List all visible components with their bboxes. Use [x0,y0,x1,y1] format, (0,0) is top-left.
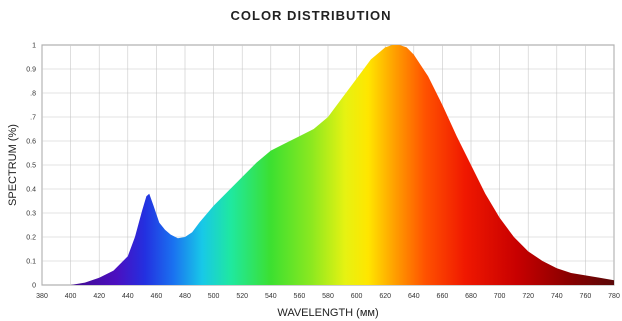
x-tick-label: 640 [408,293,420,300]
x-tick-label: 780 [608,293,620,300]
y-tick-label: .7 [30,115,36,122]
x-axis-label: WAVELENGTH (мм) [277,307,378,319]
x-tick-label: 520 [236,293,248,300]
x-tick-label: 760 [580,293,592,300]
x-tick-label: 540 [265,293,277,300]
x-tick-label: 700 [494,293,506,300]
y-tick-label: 0.1 [26,259,36,266]
x-tick-label: 380 [36,293,48,300]
y-tick-label: 0.4 [26,187,36,194]
x-tick-label: 440 [122,293,134,300]
x-tick-label: 400 [65,293,77,300]
x-tick-label: 580 [322,293,334,300]
x-tick-label: 480 [179,293,191,300]
chart-title: COLOR DISTRIBUTION [230,8,392,23]
x-tick-label: 680 [465,293,477,300]
x-tick-label: 740 [551,293,563,300]
y-tick-label: 0.6 [26,139,36,146]
y-tick-label: 0.5 [26,163,36,170]
x-tick-label: 720 [522,293,534,300]
x-tick-label: 500 [208,293,220,300]
x-tick-label: 460 [151,293,163,300]
y-tick-label: .8 [30,91,36,98]
y-tick-label: 0.2 [26,235,36,242]
x-tick-label: 620 [379,293,391,300]
y-tick-label: 0.9 [26,67,36,74]
y-axis-label: SPECTRUM (%) [7,124,19,206]
y-tick-label: 0.3 [26,211,36,218]
x-tick-label: 660 [437,293,449,300]
y-tick-labels: 0 0.1 0.2 0.3 0.4 0.5 0.6 .7 .8 0.9 1 [26,43,36,290]
y-tick-label: 0 [32,283,36,290]
x-tick-labels: 380 400 420 440 460 480 500 520 540 560 580 600 620 6… [36,293,620,300]
y-tick-label: 1 [32,43,36,50]
x-tick-label: 560 [294,293,306,300]
x-tick-label: 600 [351,293,363,300]
x-tick-label: 420 [93,293,105,300]
spectrum-area [70,45,615,285]
